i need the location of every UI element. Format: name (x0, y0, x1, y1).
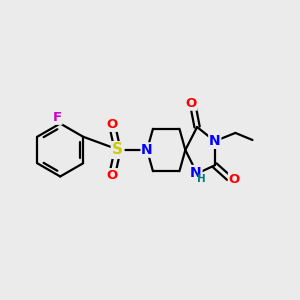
Text: O: O (106, 118, 117, 131)
Text: F: F (53, 111, 62, 124)
Text: N: N (190, 166, 202, 180)
Text: O: O (106, 169, 117, 182)
Text: H: H (197, 174, 206, 184)
Text: S: S (112, 142, 123, 158)
Text: O: O (229, 173, 240, 186)
Text: N: N (141, 143, 153, 157)
Text: N: N (209, 134, 220, 148)
Text: O: O (186, 97, 197, 110)
